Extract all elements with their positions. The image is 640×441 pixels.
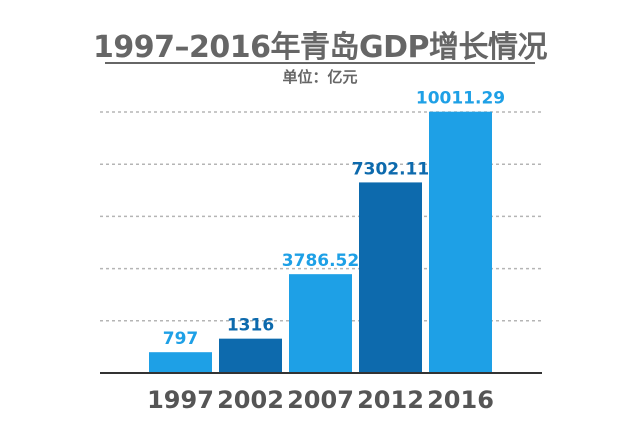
bar-2012 bbox=[359, 182, 422, 373]
data-label-2016: 10011.29 bbox=[416, 89, 505, 109]
data-label-2002: 1316 bbox=[227, 316, 274, 336]
x-tick-label-2007: 2007 bbox=[287, 386, 354, 414]
x-tick-label-1997: 1997 bbox=[147, 386, 214, 414]
bar-1997 bbox=[149, 352, 212, 373]
chart-unit-label: 单位：亿元 bbox=[282, 68, 358, 86]
bar-2002 bbox=[219, 338, 282, 373]
x-tick-label-2016: 2016 bbox=[427, 386, 494, 414]
data-label-1997: 797 bbox=[163, 329, 199, 349]
data-label-2007: 3786.52 bbox=[282, 251, 359, 271]
x-tick-label-2002: 2002 bbox=[217, 386, 284, 414]
chart-title: 1997–2016年青岛GDP增长情况 bbox=[92, 30, 548, 65]
data-label-2012: 7302.11 bbox=[352, 159, 429, 179]
x-tick-label-2012: 2012 bbox=[357, 386, 424, 414]
title-underline bbox=[105, 62, 535, 64]
bar-2007 bbox=[289, 274, 352, 373]
bar-2016 bbox=[429, 111, 492, 374]
